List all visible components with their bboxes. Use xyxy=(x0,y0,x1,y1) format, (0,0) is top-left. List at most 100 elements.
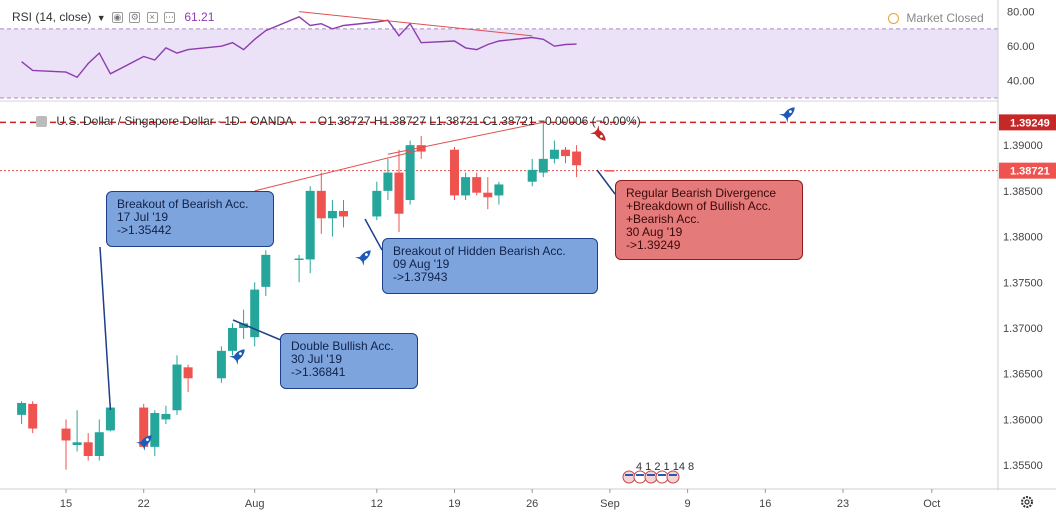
candle-body xyxy=(538,158,548,173)
rsi-point xyxy=(253,37,257,41)
candle[interactable] xyxy=(394,149,404,232)
candle[interactable] xyxy=(83,433,93,461)
close-icon[interactable]: × xyxy=(146,12,158,24)
candle-body xyxy=(561,149,570,157)
candle-body xyxy=(17,402,27,415)
candle-body xyxy=(483,192,493,198)
candle[interactable] xyxy=(72,410,82,452)
rsi-point xyxy=(319,22,323,26)
candle[interactable] xyxy=(372,181,382,221)
candle[interactable] xyxy=(405,140,415,205)
candle-body xyxy=(461,177,471,196)
candle-body xyxy=(327,210,337,219)
price-axis-tick-label: 1.38000 xyxy=(1003,232,1043,244)
candle[interactable] xyxy=(472,172,482,196)
main-legend[interactable]: U.S. Dollar / Singapore Dollar · 1D · OA… xyxy=(36,114,641,128)
rsi-legend[interactable]: RSI (14, close) ▼ ◉ ⚙ × ⋯ 61.21 xyxy=(12,10,214,24)
candle[interactable] xyxy=(216,346,226,383)
time-axis-tick-label: Aug xyxy=(245,498,265,510)
callout-hidden-bearish[interactable]: Breakout of Hidden Bearish Acc. 09 Aug '… xyxy=(382,238,598,294)
more-icon[interactable]: ⋯ xyxy=(164,12,175,24)
price-axis-tick-label: 1.38500 xyxy=(1003,186,1043,198)
candle[interactable] xyxy=(538,122,548,178)
candle[interactable] xyxy=(17,401,27,424)
event-flag xyxy=(622,470,636,484)
rocket-down-icon xyxy=(590,125,606,141)
candle[interactable] xyxy=(339,200,348,228)
candle-body xyxy=(494,184,504,196)
candle[interactable] xyxy=(94,419,104,461)
candle[interactable] xyxy=(549,140,559,164)
candle-body xyxy=(294,258,304,261)
rsi-point xyxy=(175,51,179,55)
events-label[interactable]: 4 1 2 1 14 8 xyxy=(636,461,695,473)
event-flag-stripe xyxy=(625,474,633,476)
rsi-point xyxy=(464,46,468,50)
ohlc-readout: O1.38727 H1.38727 L1.38721 C1.38721 −0.0… xyxy=(317,114,641,128)
time-axis-tick-label: 9 xyxy=(685,498,691,510)
candle-body xyxy=(28,403,38,429)
rocket-fins xyxy=(136,441,146,451)
time-axis-tick-label: 15 xyxy=(60,498,72,510)
candle[interactable] xyxy=(183,364,193,392)
rsi-series-line[interactable] xyxy=(21,15,577,79)
candle[interactable] xyxy=(316,172,326,234)
candle[interactable] xyxy=(450,146,459,200)
candle[interactable] xyxy=(383,158,393,200)
rsi-divergence-line[interactable] xyxy=(299,11,533,37)
rsi-point xyxy=(242,48,246,52)
callout-pointer xyxy=(232,319,289,344)
callout-regular-bearish[interactable]: Regular Bearish Divergence +Breakdown of… xyxy=(615,180,803,260)
candle-body xyxy=(72,442,82,446)
candle[interactable] xyxy=(483,177,493,210)
candle-body xyxy=(372,190,382,217)
rsi-point xyxy=(297,15,301,19)
rsi-point xyxy=(308,23,312,27)
price-pane[interactable] xyxy=(0,121,998,470)
rsi-point xyxy=(64,70,68,74)
candle[interactable] xyxy=(228,323,237,356)
callout-pointer xyxy=(99,246,112,411)
candle[interactable] xyxy=(605,170,615,172)
market-status[interactable]: Market Closed xyxy=(888,11,984,25)
callout-double-bullish[interactable]: Double Bullish Acc. 30 Jul '19 ->1.36841 xyxy=(280,333,418,389)
price-axis-tick-label: 1.36000 xyxy=(1003,414,1043,426)
settings-gear-icon[interactable] xyxy=(1021,496,1033,508)
candle[interactable] xyxy=(294,254,304,283)
candle[interactable] xyxy=(28,401,38,434)
candle[interactable] xyxy=(494,181,504,205)
candle-body xyxy=(139,407,149,447)
candle[interactable] xyxy=(305,186,315,274)
candle[interactable] xyxy=(150,410,160,456)
price-axis[interactable] xyxy=(998,0,1056,516)
candle-body xyxy=(339,210,348,217)
clock-icon xyxy=(888,13,899,25)
collapse-icon[interactable] xyxy=(36,116,47,128)
price-trend-line[interactable] xyxy=(387,121,544,155)
candle[interactable] xyxy=(461,172,471,200)
symbol-title: U.S. Dollar / Singapore Dollar · 1D · OA… xyxy=(56,114,293,128)
eye-icon[interactable]: ◉ xyxy=(111,12,123,24)
rsi-legend-label: RSI (14, close) xyxy=(12,10,92,24)
candle[interactable] xyxy=(261,250,271,296)
candle[interactable] xyxy=(250,282,260,347)
chevron-down-icon[interactable]: ▼ xyxy=(96,13,106,23)
candle[interactable] xyxy=(61,419,71,470)
candle[interactable] xyxy=(161,405,171,424)
market-status-label: Market Closed xyxy=(906,11,984,25)
candle[interactable] xyxy=(572,145,582,178)
rsi-pane[interactable] xyxy=(0,11,998,102)
rsi-point xyxy=(552,44,556,48)
gear-teeth xyxy=(1021,496,1033,508)
rocket-body xyxy=(594,129,606,141)
gear-icon[interactable]: ⚙ xyxy=(129,12,141,24)
candle[interactable] xyxy=(327,200,337,237)
callout-breakout-bearish[interactable]: Breakout of Bearish Acc. 17 Jul '19 ->1.… xyxy=(106,191,274,247)
candle[interactable] xyxy=(527,158,537,187)
rocket-icon xyxy=(136,435,152,451)
event-flags-icon[interactable] xyxy=(622,470,680,484)
price-trend-line[interactable] xyxy=(254,149,422,192)
candle[interactable] xyxy=(561,146,570,164)
candle[interactable] xyxy=(172,355,182,415)
